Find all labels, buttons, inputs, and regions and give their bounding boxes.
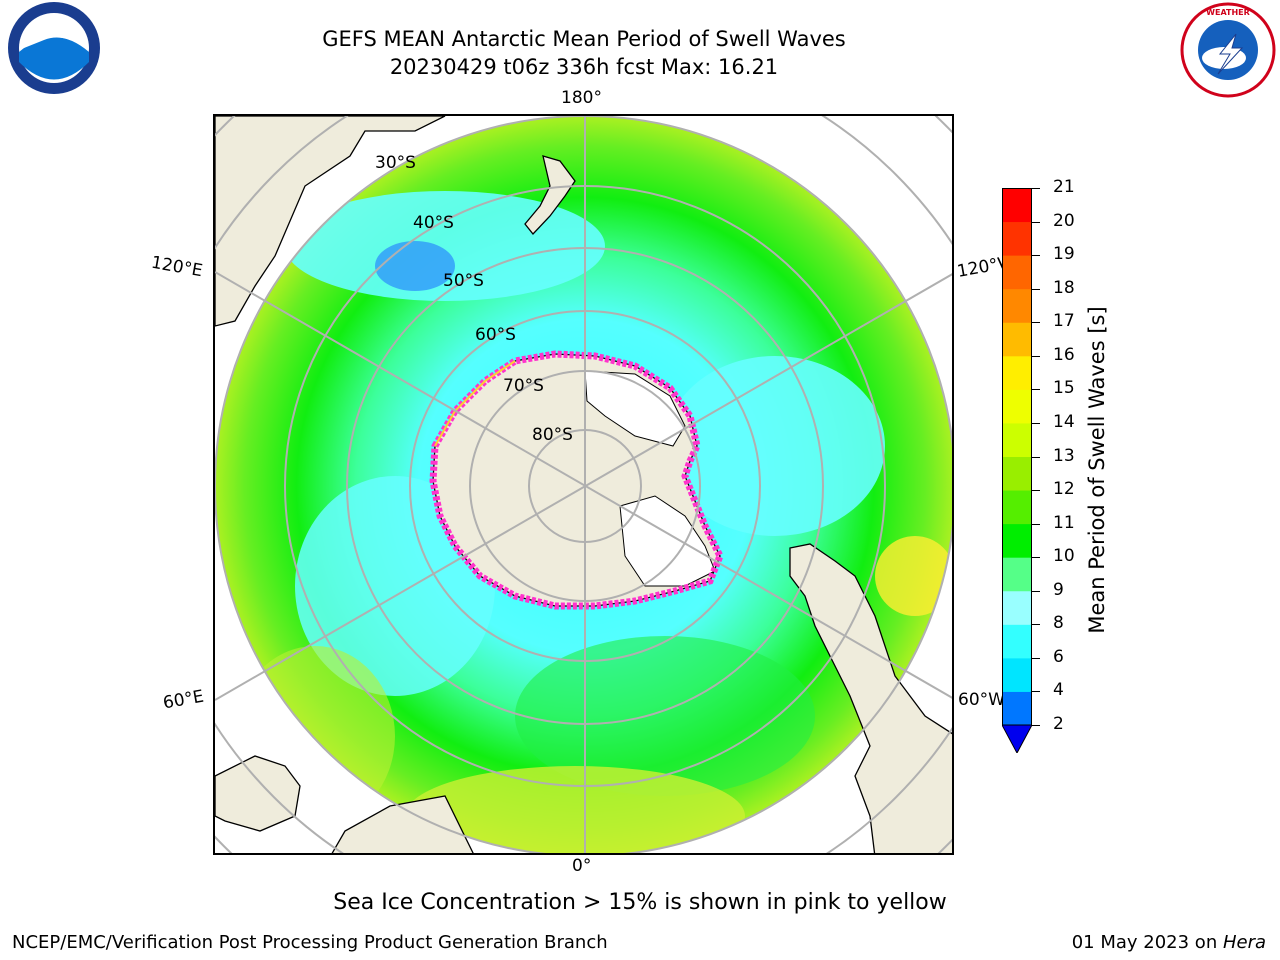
svg-text:WEATHER: WEATHER [1206,8,1250,17]
lat-label-80s: 80°S [532,425,573,445]
colorbar-title: Mean Period of Swell Waves [s] [1085,306,1109,634]
lat-label-50s: 50°S [443,271,484,291]
footer-branch: NCEP/EMC/Verification Post Processing Pr… [12,932,608,953]
colorbar-tick-label: 19 [1053,244,1075,265]
colorbar-tick-label: 9 [1053,579,1064,600]
colorbar-band [1002,355,1032,390]
australia-landmass [215,116,446,327]
colorbar-tick-label: 11 [1053,512,1075,533]
colorbar-tick-mark [1032,255,1040,257]
colorbar-tick-mark [1032,657,1040,659]
lon-label-120e: 120°E [149,252,205,282]
map-canvas [215,116,952,853]
colorbar-band [1002,590,1032,625]
colorbar-band [1002,490,1032,525]
sea-ice-note: Sea Ice Concentration > 15% is shown in … [333,890,947,915]
colorbar-band [1002,288,1032,323]
chart-subtitle: 20230429 t06z 336h fcst Max: 16.21 [389,55,779,79]
madagascar-landmass [215,755,301,832]
colorbar-tick-mark [1032,523,1040,525]
colorbar [1002,188,1032,753]
colorbar-tick-mark [1032,691,1040,693]
colorbar-tick-mark [1032,456,1040,458]
svg-text:NOAA: NOAA [30,22,79,40]
colorbar-band [1002,322,1032,357]
nws-logo: WEATHER [1180,2,1276,98]
colorbar-band [1002,422,1032,457]
colorbar-tick-label: 4 [1053,680,1064,701]
lat-label-40s: 40°S [413,213,454,233]
colorbar-tick-label: 18 [1053,277,1075,298]
colorbar-tick-mark [1032,624,1040,626]
colorbar-tick-label: 15 [1053,378,1075,399]
longitude-grid [215,116,952,853]
polar-map [213,114,954,855]
colorbar-band [1002,624,1032,659]
noaa-logo: NOAA [8,2,100,94]
sea-ice-edge-yellow [434,360,516,447]
lon-label-60e: 60°E [161,686,206,714]
footer-date-text: 01 May 2023 on [1071,932,1223,953]
colorbar-tick-label: 13 [1053,445,1075,466]
colorbar-tick-mark [1032,590,1040,592]
colorbar-tick-mark [1032,557,1040,559]
lon-label-60w: 60°W [958,690,1005,710]
colorbar-band [1002,389,1032,424]
colorbar-band [1002,557,1032,592]
lon-label-0: 0° [572,856,592,876]
colorbar-band [1002,456,1032,491]
colorbar-tick-mark [1032,355,1040,357]
colorbar-tick-label: 10 [1053,546,1075,567]
africa-landmass [331,795,474,853]
colorbar-tick-mark [1032,490,1040,492]
colorbar-tick-label: 12 [1053,479,1075,500]
lon-label-180: 180° [561,88,602,108]
colorbar-tick-label: 8 [1053,613,1064,634]
ross-ice-shelf [584,370,686,447]
colorbar-tick-label: 16 [1053,344,1075,365]
colorbar-tick-label: 21 [1053,177,1075,197]
new-zealand-landmass [524,155,576,235]
colorbar-tick-label: 17 [1053,311,1075,332]
colorbar-band [1002,523,1032,558]
colorbar-tick-mark [1032,322,1040,324]
colorbar-tick-label: 6 [1053,646,1064,667]
colorbar-band [1002,255,1032,290]
lat-label-30s: 30°S [375,153,416,173]
lat-label-60s: 60°S [475,325,516,345]
colorbar-band [1002,657,1032,692]
colorbar-outline [1002,188,1032,726]
colorbar-tick-mark [1032,288,1040,290]
colorbar-tick-mark [1032,221,1040,223]
colorbar-tick-mark [1032,725,1040,726]
colorbar-tick-mark [1032,422,1040,424]
colorbar-band [1002,221,1032,256]
colorbar-tick-label: 14 [1053,411,1075,432]
colorbar-band [1002,691,1032,726]
colorbar-tick-label: 2 [1053,714,1064,734]
lat-label-70s: 70°S [503,376,544,396]
chart-title: GEFS MEAN Antarctic Mean Period of Swell… [322,27,846,51]
footer-machine: Hera [1222,932,1266,953]
colorbar-tick-label: 20 [1053,210,1075,231]
sea-ice-edge [429,350,724,610]
colorbar-tick-mark [1032,389,1040,391]
colorbar-extend-triangle [1002,724,1032,753]
colorbar-band [1002,188,1032,223]
south-america-landmass [789,543,952,853]
colorbar-tick-mark [1032,188,1040,189]
footer-date: 01 May 2023 on Hera [1072,932,1266,953]
